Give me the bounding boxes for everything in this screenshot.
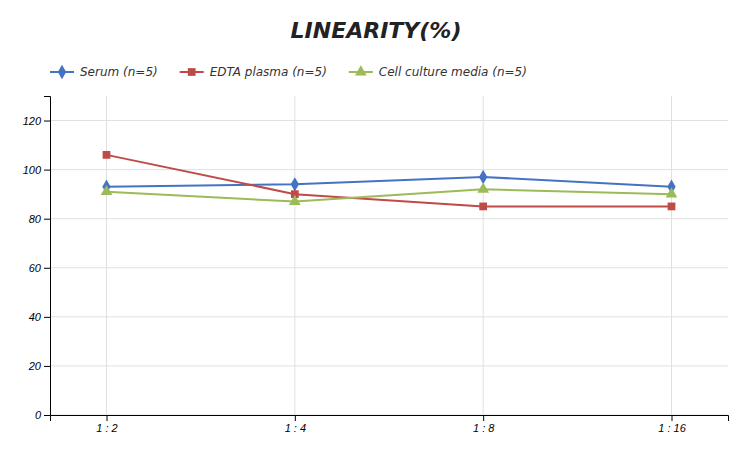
series	[101, 182, 678, 204]
tick-label: 1 : 2	[96, 422, 117, 434]
legend-marker	[355, 65, 367, 75]
point	[479, 170, 487, 184]
tick: 100	[23, 164, 50, 176]
grid-line	[483, 96, 484, 415]
legend-label: Cell culture media (n=5)	[379, 65, 527, 79]
tick-label: 1 : 8	[473, 422, 495, 434]
tick-label: 80	[29, 213, 42, 225]
grid-line	[50, 120, 728, 121]
point	[477, 182, 489, 192]
grid-line	[50, 365, 728, 366]
point	[291, 177, 299, 191]
grid-line	[50, 218, 728, 219]
legend-label: Serum (n=5)	[80, 65, 158, 79]
legend-marker	[58, 65, 66, 79]
point	[668, 203, 676, 211]
grid-line	[294, 96, 295, 415]
axis-line	[44, 97, 51, 416]
line	[107, 177, 672, 187]
tick-mark	[295, 415, 296, 421]
line	[107, 189, 672, 201]
tick-label: 100	[23, 164, 42, 176]
tick: 1 : 8	[473, 415, 495, 434]
tick-mark	[44, 415, 50, 416]
legend-label: EDTA plasma (n=5)	[210, 65, 327, 79]
grid-line	[50, 169, 728, 170]
tick-label: 60	[29, 262, 42, 274]
tick: 120	[23, 115, 50, 127]
legend-marker	[188, 68, 196, 76]
tick-label: 1 : 4	[285, 422, 306, 434]
grid-line	[50, 267, 728, 268]
tick-mark	[483, 415, 484, 421]
tick: 80	[29, 213, 50, 225]
tick-mark	[672, 415, 673, 421]
tick-mark	[44, 366, 50, 367]
tick-mark	[107, 415, 108, 421]
tick: 40	[29, 311, 50, 323]
tick: 60	[29, 262, 50, 274]
grid-line	[106, 96, 107, 415]
tick-mark	[44, 219, 50, 220]
line	[107, 155, 672, 207]
tick-label: 20	[28, 360, 42, 372]
tick-mark	[44, 268, 50, 269]
legend-item: Cell culture media (n=5)	[349, 65, 527, 79]
x-axis: 1 : 2 1 : 4 1 : 8 1 : 16	[51, 415, 729, 434]
legend-item: EDTA plasma (n=5)	[180, 65, 327, 79]
tick: 1 : 2	[96, 415, 117, 434]
tick-mark	[44, 121, 50, 122]
tick-mark	[44, 317, 50, 318]
point	[103, 151, 111, 159]
point	[101, 185, 113, 195]
y-axis: 0 20 40 60 80 100 120	[23, 97, 51, 422]
series-group	[101, 151, 678, 210]
point	[479, 203, 487, 211]
tick-label: 0	[35, 409, 42, 421]
tick-label: 120	[23, 115, 42, 127]
grid-line	[671, 96, 672, 415]
series	[103, 151, 676, 210]
axis-line	[51, 416, 729, 422]
tick-mark	[44, 170, 50, 171]
legend-item: Serum (n=5)	[50, 65, 158, 79]
series	[102, 170, 675, 194]
grid-line	[50, 316, 728, 317]
tick-label: 40	[29, 311, 42, 323]
tick: 20	[28, 360, 50, 372]
tick: 1 : 4	[285, 415, 306, 434]
tick-label: 1 : 16	[658, 422, 686, 434]
legend: Serum (n=5) EDTA plasma (n=5) Cell culture…	[50, 65, 527, 79]
tick: 0	[35, 409, 50, 421]
plot: 1 : 2 1 : 4 1 : 8 1 : 16 0 20 40 60 80 100 120	[23, 96, 729, 434]
title: LINEARITY(%)	[291, 18, 462, 43]
chart: LINEARITY(%) 1 : 2 1 : 4 1 : 8 1 : 16 0 20 40 60…	[0, 0, 752, 451]
point	[289, 195, 301, 205]
tick: 1 : 16	[658, 415, 686, 434]
grid	[50, 96, 728, 415]
point	[666, 187, 678, 197]
